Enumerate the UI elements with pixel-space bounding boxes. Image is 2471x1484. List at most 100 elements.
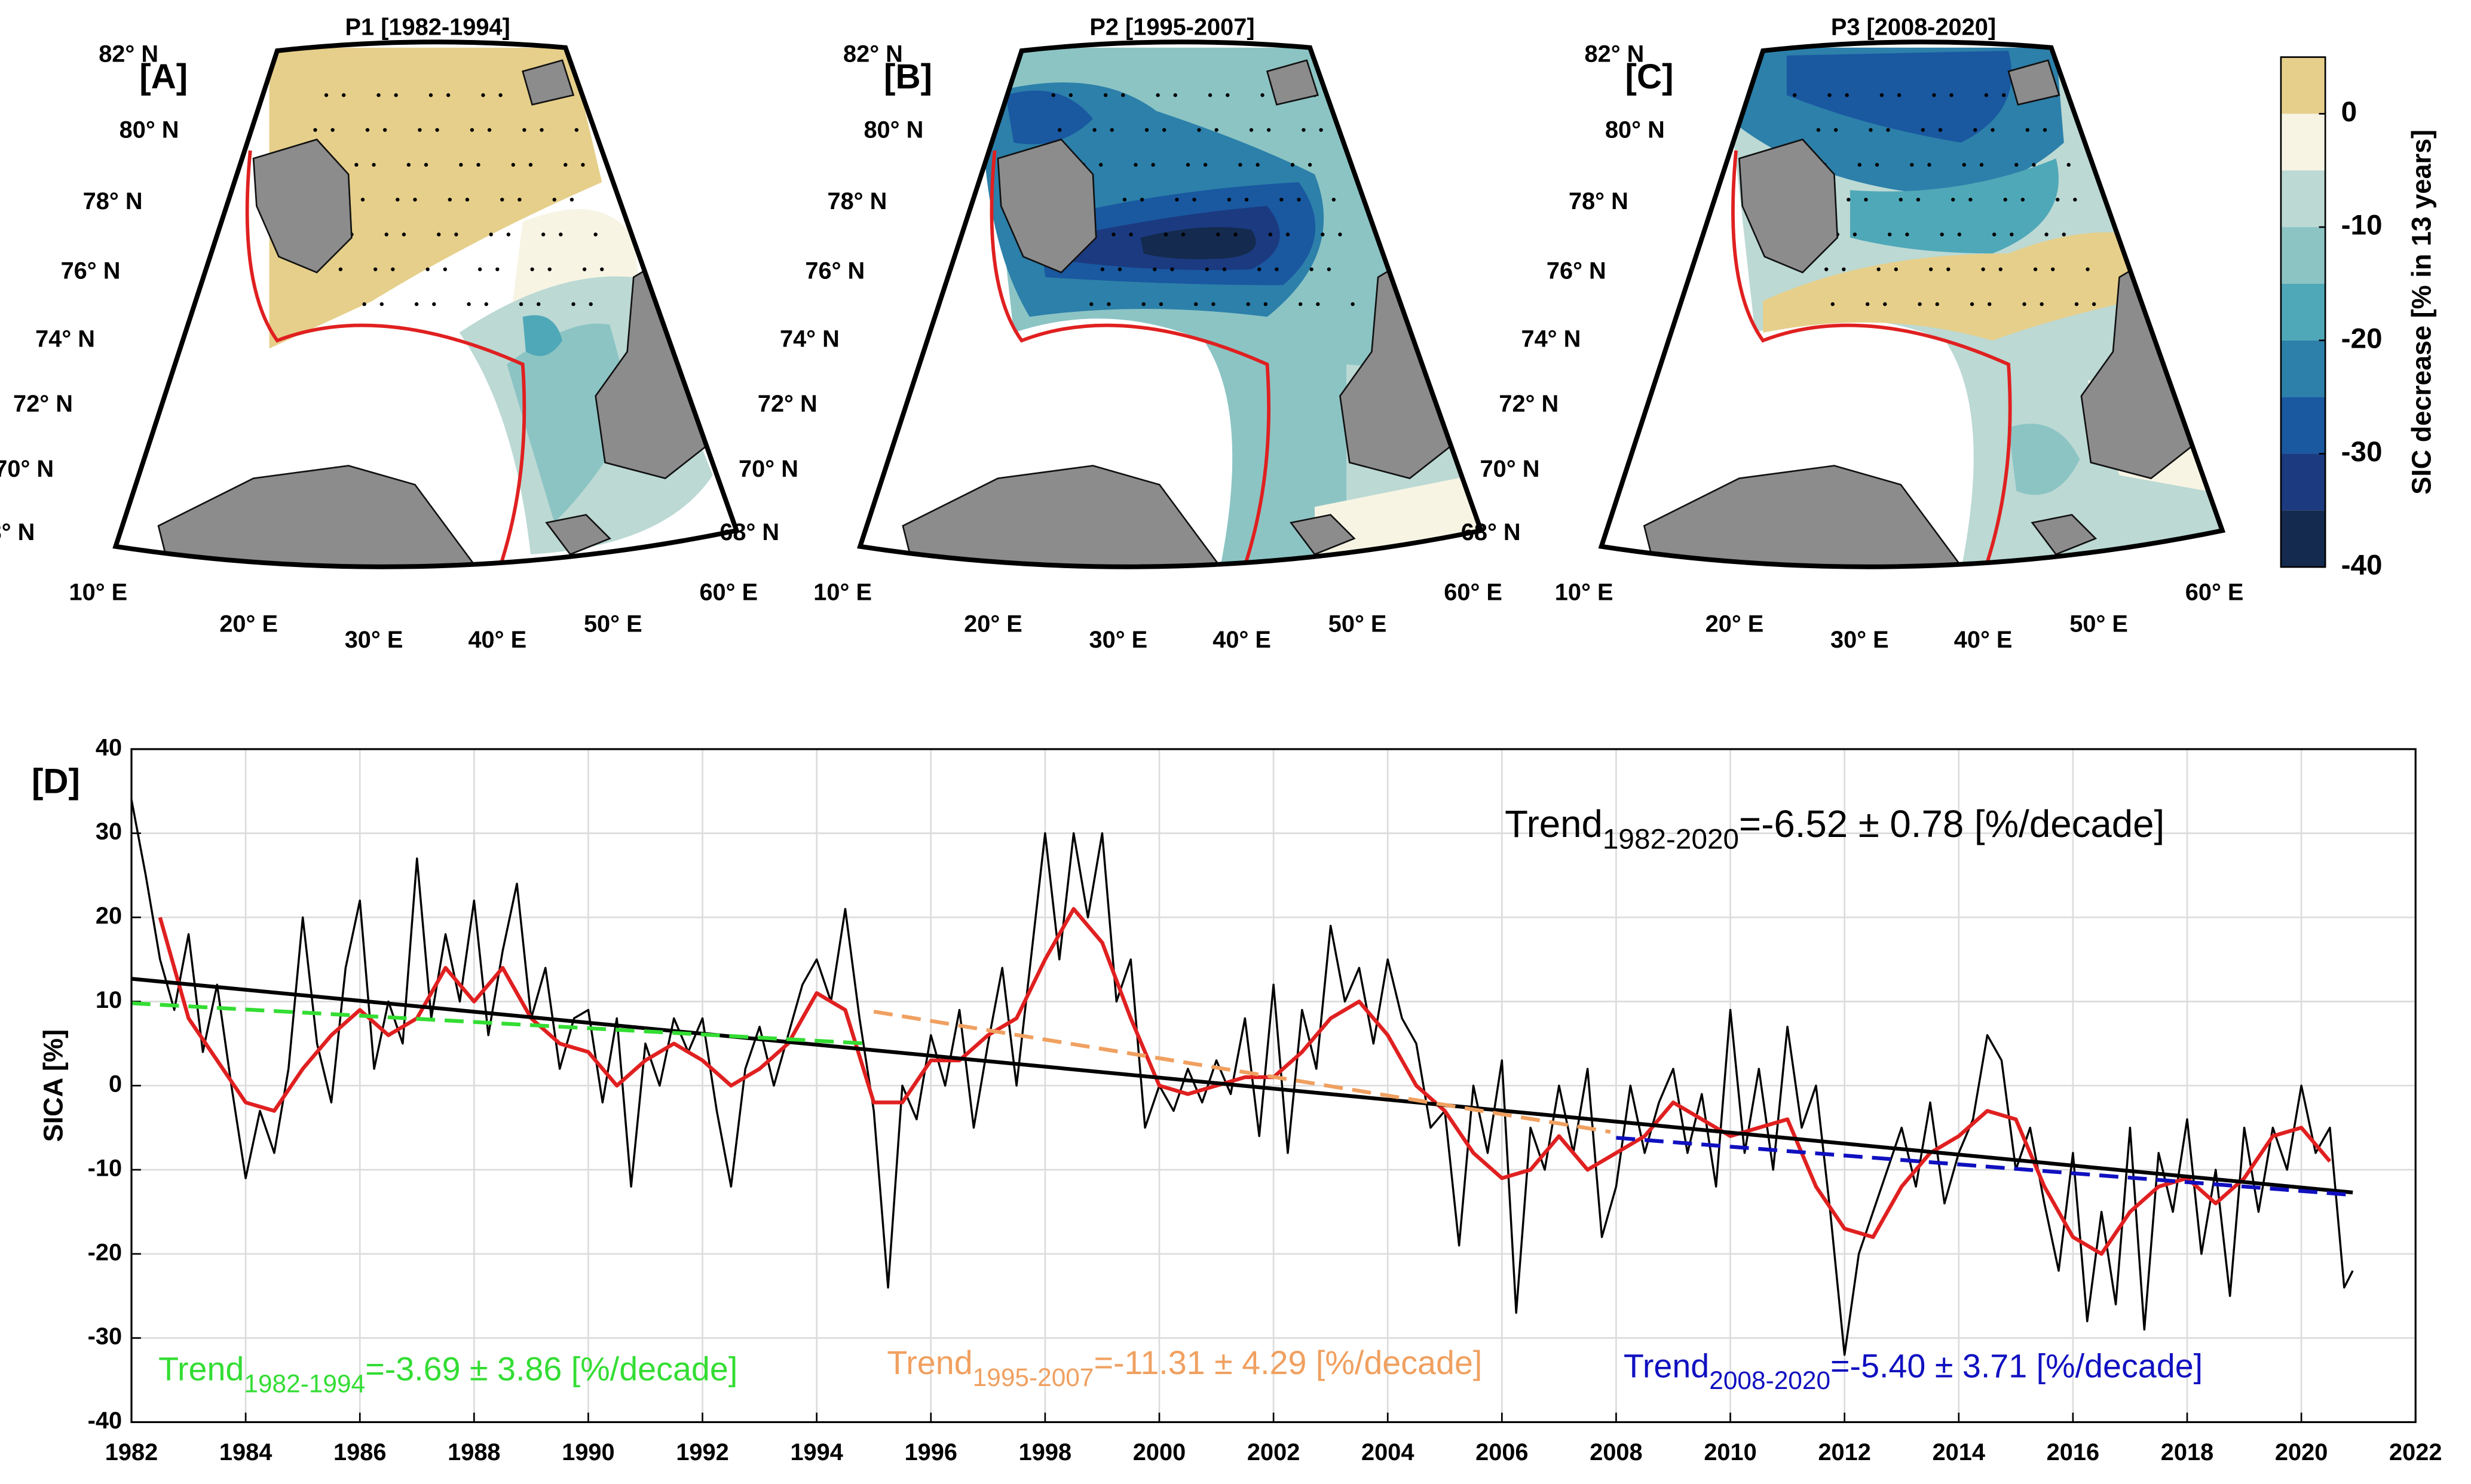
y-tick-label: 20 [96, 903, 122, 929]
stipple [1222, 267, 1227, 271]
stipple [360, 197, 365, 202]
stipple [2086, 267, 2090, 271]
y-tick-label: -30 [88, 1323, 122, 1350]
stipple [537, 302, 541, 306]
lat-label: 70° N [0, 456, 54, 482]
land [1266, 59, 1319, 106]
stipple [1970, 302, 1974, 306]
x-tick-label: 2016 [2047, 1439, 2099, 1465]
x-tick-label: 2018 [2161, 1439, 2213, 1465]
stipple [1321, 232, 1325, 237]
trend-word: Trend [158, 1350, 244, 1387]
land [252, 138, 353, 274]
stipple [518, 197, 522, 202]
colorbar-band [2280, 227, 2326, 284]
lon-label: 40° E [468, 627, 526, 653]
lat-label: 82° N [99, 41, 158, 67]
stipple [1338, 232, 1342, 237]
lat-label: 74° N [1521, 326, 1581, 352]
stipple [1857, 162, 1862, 167]
stipple [1099, 162, 1103, 167]
stipple [1981, 267, 1985, 271]
ice-edge [245, 150, 526, 567]
stipple [1842, 267, 1846, 271]
stipple [1260, 93, 1264, 97]
stipple [425, 267, 430, 271]
colorbar-band [2280, 510, 2326, 568]
stipple [1876, 267, 1881, 271]
stipple [372, 162, 376, 167]
stipple [540, 128, 544, 132]
trend-word: Trend [887, 1344, 972, 1381]
lat-label: 68° N [719, 519, 779, 545]
stipple [1129, 232, 1133, 237]
ice-edge [1731, 150, 2012, 567]
lon-label: 30° E [345, 627, 403, 653]
land [522, 59, 575, 106]
stipple [1121, 93, 1125, 97]
stipple [1875, 162, 1879, 167]
stipple [1816, 128, 1821, 132]
map-frame [857, 39, 1484, 569]
stipple [1938, 128, 1943, 132]
stipple [2062, 232, 2066, 237]
stipple [1153, 267, 1157, 271]
stipple [484, 302, 488, 306]
trend-value: =-3.69 ± 3.86 [%/decade] [365, 1350, 737, 1387]
stipple [506, 232, 511, 237]
stipple [1214, 128, 1218, 132]
lat-label: 78° N [1569, 188, 1628, 214]
stipple [418, 128, 422, 132]
lon-label: 10° E [69, 580, 128, 606]
stipple [1298, 302, 1303, 306]
stipple [511, 162, 515, 167]
stipple [541, 232, 546, 237]
x-tick-label: 1982 [105, 1439, 158, 1465]
lat-label: 78° N [827, 188, 887, 214]
stipple [1268, 232, 1272, 237]
stipple [1869, 128, 1873, 132]
stipple [1991, 128, 1995, 132]
stipple [1918, 302, 1922, 306]
stipple [382, 128, 387, 132]
stipple [465, 197, 470, 202]
stipple [1845, 93, 1849, 97]
stipple [1151, 162, 1155, 167]
stipple [379, 302, 384, 306]
stipple [1988, 302, 1992, 306]
lon-label: 60° E [1444, 580, 1502, 606]
x-tick-label: 1998 [1019, 1439, 1071, 1465]
stipple [373, 267, 378, 271]
x-tick-label: 2012 [1818, 1439, 1870, 1465]
stipple [1886, 128, 1890, 132]
lon-label: 60° E [2185, 580, 2244, 606]
stipple [413, 197, 417, 202]
stipple [448, 197, 452, 202]
map-panel: P1 [1982-1994] [A]82° N 80° N 78° N 76° N 74°… [0, 14, 758, 653]
stipple [2003, 197, 2007, 202]
stipple [593, 232, 598, 237]
trend-word: Trend [1505, 803, 1603, 845]
stipple [1226, 93, 1230, 97]
stipple [1865, 302, 1870, 306]
stipple [1205, 267, 1209, 271]
x-tick-label: 2004 [1361, 1439, 1414, 1465]
panel-label: [D] [32, 762, 80, 801]
x-tick-label: 1988 [448, 1439, 500, 1465]
x-tick-label: 2002 [1247, 1439, 1300, 1465]
stipple [330, 128, 335, 132]
stipple [443, 267, 448, 271]
map-title: P2 [1995-2007] [1089, 14, 1254, 40]
stipple [1197, 128, 1201, 132]
stipple [1827, 93, 1832, 97]
stipple [2014, 162, 2019, 167]
x-tick-label: 1996 [905, 1439, 957, 1465]
y-tick-label: 10 [96, 987, 122, 1013]
stipple [1103, 93, 1108, 97]
stipple [1173, 93, 1177, 97]
stipple [2025, 128, 2030, 132]
stipple [365, 128, 370, 132]
stipple [1331, 197, 1336, 202]
stipple [2010, 232, 2014, 237]
